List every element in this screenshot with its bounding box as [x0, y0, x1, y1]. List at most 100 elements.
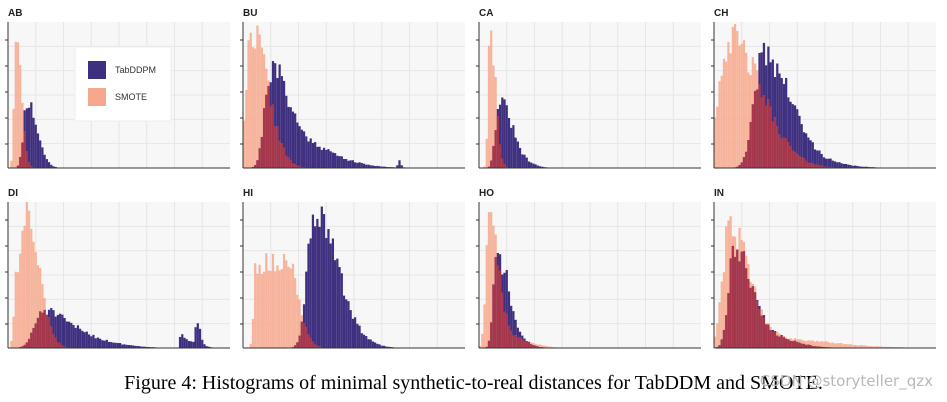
- bar-tabddpm: [369, 339, 372, 348]
- bar-overlap: [765, 324, 768, 348]
- bar-tabddpm: [382, 345, 386, 348]
- bar-tabddpm: [527, 161, 531, 168]
- bar-overlap: [758, 309, 761, 348]
- bar-overlap: [314, 344, 317, 348]
- bar-overlap: [501, 158, 504, 168]
- bar-tabddpm: [853, 165, 857, 168]
- bar-overlap: [802, 158, 806, 168]
- bar-smote: [853, 344, 857, 348]
- bar-overlap: [59, 343, 62, 348]
- bar-overlap: [780, 138, 783, 168]
- bar-overlap: [767, 98, 770, 168]
- bar-overlap: [767, 324, 770, 348]
- bar-overlap: [813, 164, 817, 168]
- bar-tabddpm: [43, 154, 46, 168]
- figure-caption: Figure 4: Histograms of minimal syntheti…: [124, 372, 823, 394]
- bar-overlap: [289, 159, 292, 168]
- bar-smote: [807, 340, 810, 348]
- bar-smote: [725, 226, 728, 348]
- bar-overlap: [518, 337, 522, 348]
- bar-tabddpm: [382, 166, 386, 168]
- bar-smote: [260, 47, 263, 168]
- bar-overlap: [271, 104, 275, 168]
- bar-tabddpm: [376, 343, 379, 348]
- bar-overlap: [789, 146, 792, 168]
- bar-tabddpm: [136, 345, 139, 348]
- bar-overlap: [753, 90, 757, 168]
- bar-overlap: [27, 162, 31, 168]
- bar-tabddpm: [514, 137, 517, 168]
- bar-tabddpm: [305, 136, 308, 168]
- bar-smote: [856, 345, 859, 348]
- bar-smote: [21, 102, 24, 168]
- bar-tabddpm: [347, 160, 350, 168]
- bar-smote: [716, 323, 719, 348]
- bar-tabddpm: [56, 314, 60, 348]
- bar-smote: [736, 30, 739, 169]
- bar-overlap: [23, 131, 26, 168]
- bar-overlap: [825, 166, 828, 168]
- bar-tabddpm: [338, 267, 341, 348]
- bar-overlap: [745, 151, 748, 168]
- bar-overlap: [21, 142, 24, 168]
- bar-overlap: [778, 336, 781, 348]
- bar-tabddpm: [190, 341, 193, 348]
- bar-overlap: [494, 130, 497, 168]
- bar-tabddpm: [309, 138, 312, 168]
- bar-smote: [19, 65, 22, 168]
- bar-tabddpm: [322, 147, 326, 168]
- bar-tabddpm: [385, 166, 388, 168]
- bar-tabddpm: [121, 344, 124, 348]
- bar-tabddpm: [351, 160, 354, 168]
- bar-smote: [831, 342, 834, 348]
- bar-overlap: [19, 156, 22, 168]
- bar-tabddpm: [52, 166, 55, 168]
- bar-overlap: [23, 344, 26, 348]
- bar-overlap: [490, 160, 493, 168]
- bar-overlap: [751, 286, 754, 348]
- bar-smote: [869, 346, 872, 348]
- bar-overlap: [503, 164, 506, 168]
- bar-tabddpm: [320, 149, 323, 168]
- bar-tabddpm: [800, 124, 803, 168]
- bar-tabddpm: [112, 342, 115, 348]
- legend: TabDDPM SMOTE: [74, 46, 172, 122]
- bar-smote: [256, 25, 259, 168]
- bar-tabddpm: [811, 142, 814, 168]
- bar-tabddpm: [503, 99, 506, 168]
- bar-overlap: [256, 160, 259, 168]
- bar-overlap: [267, 85, 270, 168]
- bar-tabddpm: [340, 273, 343, 348]
- bar-overlap: [751, 104, 754, 168]
- bar-tabddpm: [119, 343, 122, 348]
- bar-overlap: [492, 145, 495, 168]
- bar-tabddpm: [302, 131, 306, 168]
- bar-overlap: [507, 325, 511, 348]
- bar-tabddpm: [287, 106, 290, 168]
- bar-tabddpm: [398, 160, 401, 168]
- bar-overlap: [16, 165, 20, 168]
- bar-smote: [829, 343, 832, 348]
- bar-overlap: [498, 270, 502, 348]
- bar-overlap: [809, 344, 812, 348]
- bar-overlap: [30, 166, 33, 168]
- bar-overlap: [809, 163, 812, 168]
- legend-swatch: [88, 61, 106, 79]
- bar-smote: [813, 341, 817, 348]
- bar-overlap: [782, 137, 786, 168]
- bar-overlap: [47, 317, 51, 348]
- bar-tabddpm: [785, 77, 788, 168]
- bar-tabddpm: [367, 339, 370, 348]
- bar-smote: [245, 89, 248, 168]
- bar-smote: [23, 225, 26, 348]
- bar-tabddpm: [358, 162, 361, 168]
- bar-tabddpm: [327, 149, 330, 168]
- bar-tabddpm: [331, 152, 335, 168]
- bar-overlap: [740, 162, 743, 168]
- bar-smote: [720, 75, 723, 168]
- bar-tabddpm: [32, 117, 35, 168]
- panel-title: CH: [714, 8, 728, 19]
- bar-overlap: [805, 344, 808, 348]
- bar-tabddpm: [356, 162, 359, 168]
- bar-tabddpm: [99, 338, 102, 348]
